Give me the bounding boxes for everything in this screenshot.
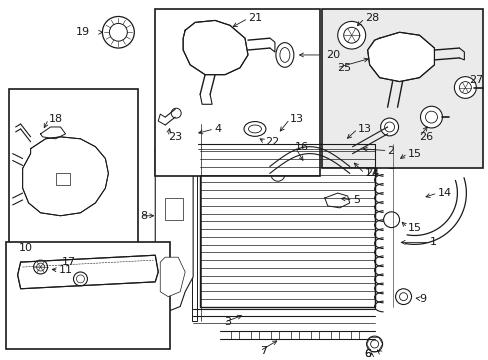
Circle shape xyxy=(171,108,181,118)
Bar xyxy=(165,198,183,220)
Circle shape xyxy=(34,260,47,274)
Ellipse shape xyxy=(248,125,261,133)
Text: 13: 13 xyxy=(357,124,371,134)
Text: 13: 13 xyxy=(289,114,303,124)
Circle shape xyxy=(380,118,398,136)
Ellipse shape xyxy=(244,122,265,136)
Polygon shape xyxy=(22,137,108,216)
Text: 11: 11 xyxy=(59,265,72,275)
Circle shape xyxy=(37,263,44,271)
Text: 4: 4 xyxy=(214,124,221,134)
Text: 6: 6 xyxy=(364,349,371,359)
Polygon shape xyxy=(160,257,185,297)
Bar xyxy=(200,144,374,306)
Text: 25: 25 xyxy=(336,63,350,73)
Bar xyxy=(9,90,138,265)
Circle shape xyxy=(191,114,197,120)
Bar xyxy=(250,331,259,339)
Circle shape xyxy=(76,275,84,283)
Circle shape xyxy=(384,122,394,132)
Bar xyxy=(290,331,298,339)
Text: 12: 12 xyxy=(364,168,378,178)
Circle shape xyxy=(458,82,470,94)
Bar xyxy=(270,331,278,339)
Text: 19: 19 xyxy=(76,27,90,37)
Text: 8: 8 xyxy=(140,211,147,221)
Text: 9: 9 xyxy=(419,294,426,303)
Bar xyxy=(230,331,239,339)
Circle shape xyxy=(188,111,200,123)
Circle shape xyxy=(343,27,359,43)
Text: 10: 10 xyxy=(19,243,33,253)
Polygon shape xyxy=(367,32,433,82)
Text: 18: 18 xyxy=(48,114,62,124)
Text: 6: 6 xyxy=(364,349,371,359)
Bar xyxy=(321,9,482,168)
Circle shape xyxy=(102,17,134,48)
Text: 3: 3 xyxy=(224,317,231,327)
Polygon shape xyxy=(155,147,193,314)
Bar xyxy=(350,331,358,339)
Text: 16: 16 xyxy=(294,142,308,152)
Bar xyxy=(310,331,318,339)
Text: 26: 26 xyxy=(419,132,433,142)
Bar xyxy=(155,9,319,176)
Bar xyxy=(6,242,170,349)
Circle shape xyxy=(337,21,365,49)
Text: 24: 24 xyxy=(364,168,378,178)
Circle shape xyxy=(425,111,437,123)
Text: 20: 20 xyxy=(325,50,339,60)
Bar xyxy=(330,331,338,339)
Circle shape xyxy=(453,77,475,98)
Text: 2: 2 xyxy=(387,146,394,156)
Polygon shape xyxy=(183,21,247,75)
Text: 1: 1 xyxy=(428,237,436,247)
Text: 22: 22 xyxy=(264,137,279,147)
Text: 14: 14 xyxy=(437,188,450,198)
Text: 7: 7 xyxy=(260,346,266,356)
Text: 28: 28 xyxy=(364,13,378,23)
Bar xyxy=(192,124,197,321)
Ellipse shape xyxy=(275,42,293,67)
Text: 27: 27 xyxy=(468,75,482,85)
Text: 21: 21 xyxy=(247,13,262,23)
Ellipse shape xyxy=(279,48,289,62)
Text: 15: 15 xyxy=(407,222,421,233)
Text: 23: 23 xyxy=(168,132,182,142)
Text: 17: 17 xyxy=(61,257,76,267)
Circle shape xyxy=(73,272,87,286)
Circle shape xyxy=(420,106,442,128)
Polygon shape xyxy=(18,255,158,289)
Text: 15: 15 xyxy=(407,149,421,159)
Circle shape xyxy=(109,23,127,41)
Bar xyxy=(56,173,70,185)
Text: 5: 5 xyxy=(352,195,359,205)
